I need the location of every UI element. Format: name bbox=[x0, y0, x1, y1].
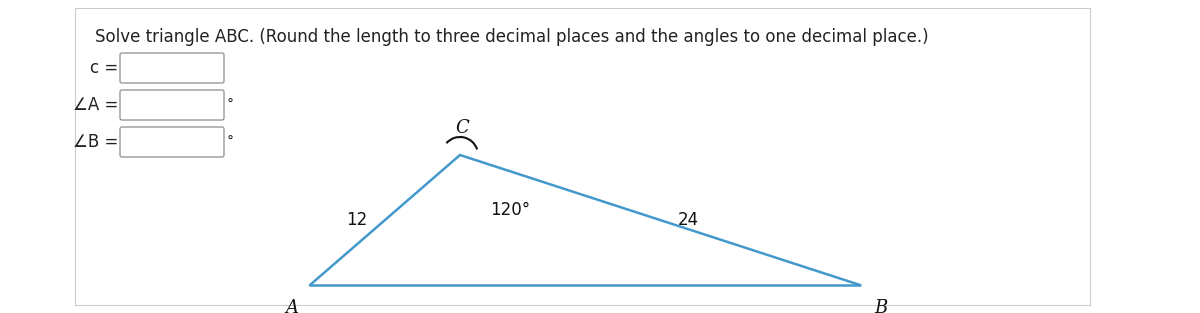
Text: ∠B =: ∠B = bbox=[73, 133, 118, 151]
Text: 24: 24 bbox=[678, 211, 700, 229]
Text: Solve triangle ABC. (Round the length to three decimal places and the angles to : Solve triangle ABC. (Round the length to… bbox=[95, 28, 929, 46]
Text: 12: 12 bbox=[346, 211, 367, 229]
Text: C: C bbox=[455, 119, 469, 137]
Text: c =: c = bbox=[90, 59, 118, 77]
FancyBboxPatch shape bbox=[120, 90, 224, 120]
FancyBboxPatch shape bbox=[120, 53, 224, 83]
Text: 120°: 120° bbox=[490, 201, 530, 219]
Text: A: A bbox=[286, 299, 298, 313]
FancyBboxPatch shape bbox=[120, 127, 224, 157]
Text: °: ° bbox=[227, 98, 234, 112]
Text: ∠A =: ∠A = bbox=[73, 96, 118, 114]
Text: B: B bbox=[874, 299, 887, 313]
Text: °: ° bbox=[227, 135, 234, 149]
